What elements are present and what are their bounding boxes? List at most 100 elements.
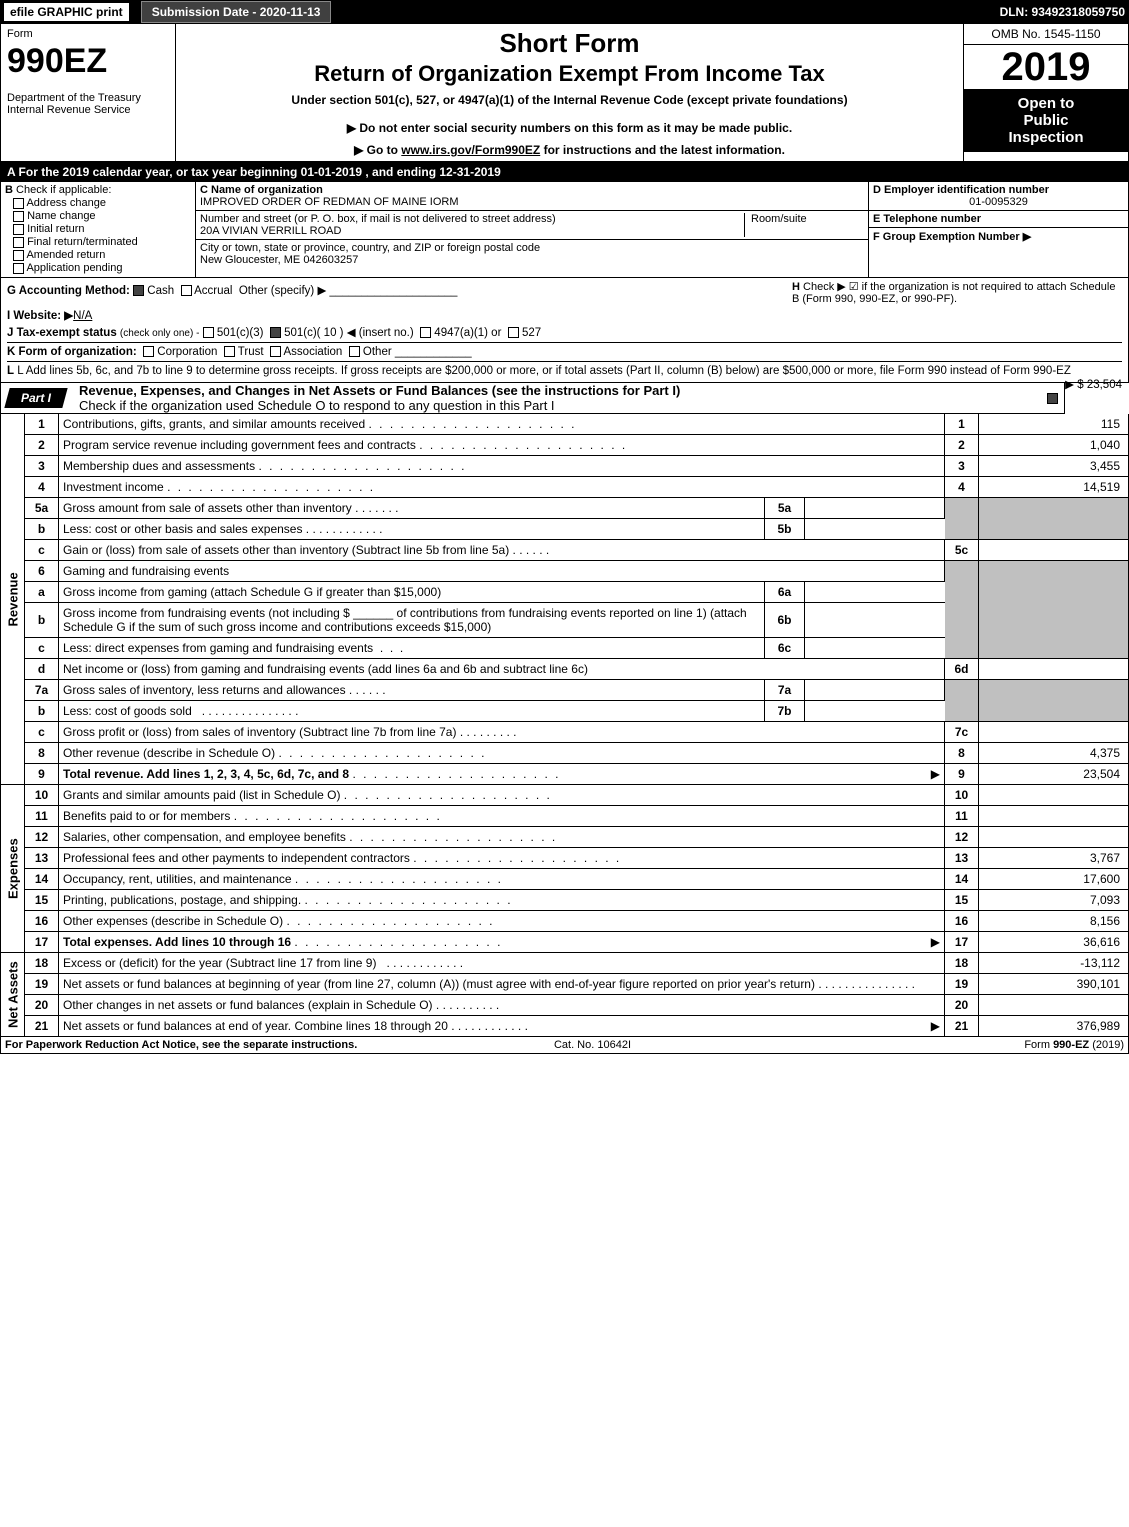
efile-topbar: efile GRAPHIC print Submission Date - 20… bbox=[0, 0, 1129, 24]
j-501c3-checkbox[interactable] bbox=[203, 327, 214, 338]
check-if-applicable: Check if applicable: bbox=[16, 184, 111, 196]
table-row: 3 Membership dues and assessments 3 3,45… bbox=[1, 456, 1129, 477]
line-num: a bbox=[25, 582, 59, 603]
section-c: C Name of organization IMPROVED ORDER OF… bbox=[196, 182, 868, 277]
irs-link[interactable]: www.irs.gov/Form990EZ bbox=[401, 143, 540, 157]
tax-period-row: A For the 2019 calendar year, or tax yea… bbox=[0, 162, 1129, 182]
opt-address-change[interactable]: Address change bbox=[13, 197, 191, 209]
line-amount bbox=[979, 806, 1129, 827]
ein-value: 01-0095329 bbox=[873, 196, 1124, 208]
line-desc: Contributions, gifts, grants, and simila… bbox=[59, 414, 945, 435]
part1-subtitle: Check if the organization used Schedule … bbox=[79, 398, 555, 413]
line-ref: 8 bbox=[945, 743, 979, 764]
form-header: Form 990EZ Department of the Treasury In… bbox=[0, 24, 1129, 162]
line-desc: Grants and similar amounts paid (list in… bbox=[59, 785, 945, 806]
c-name-label: C Name of organization bbox=[200, 184, 323, 196]
opt-final-return[interactable]: Final return/terminated bbox=[13, 236, 191, 248]
line-desc: Net income or (loss) from gaming and fun… bbox=[59, 659, 945, 680]
street-label: Number and street (or P. O. box, if mail… bbox=[200, 213, 744, 225]
part1-tab: Part I bbox=[4, 388, 67, 408]
opt-amended-return[interactable]: Amended return bbox=[13, 249, 191, 261]
line-desc: Gross income from fundraising events (no… bbox=[59, 603, 765, 638]
line-desc: Salaries, other compensation, and employ… bbox=[59, 827, 945, 848]
part1-schedule-o-checkbox[interactable] bbox=[1047, 393, 1058, 404]
k-trust-checkbox[interactable] bbox=[224, 346, 235, 357]
k-other-checkbox[interactable] bbox=[349, 346, 360, 357]
city-label: City or town, state or province, country… bbox=[200, 242, 864, 254]
line-desc: Net assets or fund balances at beginning… bbox=[59, 974, 945, 995]
line-amount: 3,767 bbox=[979, 848, 1129, 869]
section-b: B Check if applicable: Address change Na… bbox=[1, 182, 196, 277]
table-row: 5a Gross amount from sale of assets othe… bbox=[1, 498, 1129, 519]
note-link: ▶ Go to www.irs.gov/Form990EZ for instru… bbox=[184, 143, 955, 157]
line-num: 15 bbox=[25, 890, 59, 911]
table-row: d Net income or (loss) from gaming and f… bbox=[1, 659, 1129, 680]
h-text: Check ▶ ☑ if the organization is not req… bbox=[792, 281, 1115, 305]
footer-center: Cat. No. 10642I bbox=[554, 1039, 631, 1051]
section-b-label: B bbox=[5, 184, 13, 196]
inspect-l2: Public bbox=[968, 112, 1124, 129]
line-amount bbox=[979, 785, 1129, 806]
line-desc: Gain or (loss) from sale of assets other… bbox=[59, 540, 945, 561]
g-accrual-checkbox[interactable] bbox=[181, 285, 192, 296]
line-num: 10 bbox=[25, 785, 59, 806]
k-assoc-checkbox[interactable] bbox=[270, 346, 281, 357]
telephone-label: E Telephone number bbox=[873, 213, 1124, 225]
g-cash-checkbox[interactable] bbox=[133, 285, 144, 296]
open-to-public-inspection: Open to Public Inspection bbox=[964, 89, 1128, 152]
line-amount bbox=[979, 540, 1129, 561]
line-ref: 21 bbox=[945, 1016, 979, 1037]
line-amount: 4,375 bbox=[979, 743, 1129, 764]
table-row: 14 Occupancy, rent, utilities, and maint… bbox=[1, 869, 1129, 890]
line-ref: 15 bbox=[945, 890, 979, 911]
line-amount: 8,156 bbox=[979, 911, 1129, 932]
line-amount: -13,112 bbox=[979, 953, 1129, 974]
j-501c-checkbox[interactable] bbox=[270, 327, 281, 338]
grey-cell bbox=[979, 561, 1129, 659]
group-exemption-label: F Group Exemption Number ▶ bbox=[873, 230, 1124, 243]
sub-line-ref: 6b bbox=[765, 603, 805, 638]
opt-initial-return[interactable]: Initial return bbox=[13, 223, 191, 235]
table-row: 7a Gross sales of inventory, less return… bbox=[1, 680, 1129, 701]
line-ref: 17 bbox=[945, 932, 979, 953]
line-num: 11 bbox=[25, 806, 59, 827]
k-corp-checkbox[interactable] bbox=[143, 346, 154, 357]
line-desc: Investment income bbox=[59, 477, 945, 498]
line-desc: Program service revenue including govern… bbox=[59, 435, 945, 456]
form-number: 990EZ bbox=[7, 44, 169, 78]
table-row: Expenses 10 Grants and similar amounts p… bbox=[1, 785, 1129, 806]
opt-application-pending[interactable]: Application pending bbox=[13, 262, 191, 274]
sub-line-amount bbox=[805, 582, 945, 603]
line-ref: 10 bbox=[945, 785, 979, 806]
room-suite-label: Room/suite bbox=[744, 213, 864, 237]
table-row: 4 Investment income 4 14,519 bbox=[1, 477, 1129, 498]
irs-label: Internal Revenue Service bbox=[7, 104, 169, 116]
j-4947-checkbox[interactable] bbox=[420, 327, 431, 338]
line-amount: 17,600 bbox=[979, 869, 1129, 890]
opt-name-change[interactable]: Name change bbox=[13, 210, 191, 222]
line-desc: Occupancy, rent, utilities, and maintena… bbox=[59, 869, 945, 890]
line-desc: Excess or (deficit) for the year (Subtra… bbox=[59, 953, 945, 974]
line-num: c bbox=[25, 638, 59, 659]
line-amount: 3,455 bbox=[979, 456, 1129, 477]
table-row: 19 Net assets or fund balances at beginn… bbox=[1, 974, 1129, 995]
line-ref: 6d bbox=[945, 659, 979, 680]
j-527-checkbox[interactable] bbox=[508, 327, 519, 338]
table-row: 12 Salaries, other compensation, and emp… bbox=[1, 827, 1129, 848]
grey-cell bbox=[979, 498, 1129, 540]
line-num: b bbox=[25, 701, 59, 722]
line-desc: Other changes in net assets or fund bala… bbox=[59, 995, 945, 1016]
footer-right: Form 990-EZ (2019) bbox=[1024, 1039, 1124, 1051]
line-amount bbox=[979, 659, 1129, 680]
tax-year: 2019 bbox=[964, 45, 1128, 89]
line-num: 6 bbox=[25, 561, 59, 582]
table-row: 15 Printing, publications, postage, and … bbox=[1, 890, 1129, 911]
grey-cell bbox=[945, 498, 979, 540]
table-row: 2 Program service revenue including gove… bbox=[1, 435, 1129, 456]
section-h: H Check ▶ ☑ if the organization is not r… bbox=[792, 280, 1122, 305]
header-left-block: Form 990EZ Department of the Treasury In… bbox=[1, 24, 176, 161]
table-row: c Gross profit or (loss) from sales of i… bbox=[1, 722, 1129, 743]
line-amount: 7,093 bbox=[979, 890, 1129, 911]
table-row: 11 Benefits paid to or for members 11 bbox=[1, 806, 1129, 827]
efile-graphic-print[interactable]: efile GRAPHIC print bbox=[4, 3, 129, 21]
